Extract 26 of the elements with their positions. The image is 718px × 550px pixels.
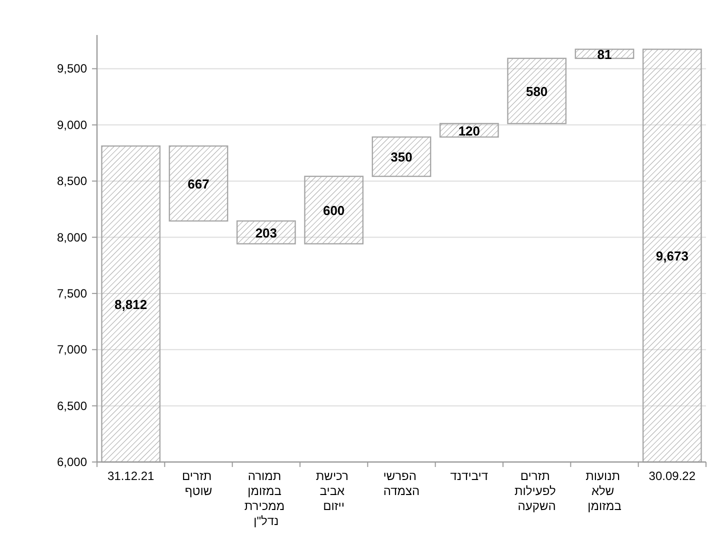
data-label: 580 [526, 84, 548, 99]
y-tick-label: 7,000 [56, 342, 88, 357]
y-tick-label: 8,000 [56, 230, 88, 244]
x-tick-label: תמורה במזומן ממכירת נדל"ן [244, 469, 288, 528]
data-label: 350 [390, 150, 412, 165]
x-tick-label: 31.12.21 [107, 469, 155, 483]
data-label: 9,673 [656, 248, 688, 264]
y-tick-label: 6,000 [56, 455, 88, 469]
y-tick-label: 9,000 [56, 118, 88, 132]
x-tick-label: הפרשי הצמדה [383, 469, 420, 498]
data-label: 8,812 [114, 297, 148, 312]
y-tick-label: 9,500 [56, 62, 88, 76]
data-label: 120 [458, 123, 480, 138]
x-tick-label: דיבידנד [450, 469, 488, 483]
x-tick-label: 30.09.22 [648, 469, 696, 483]
x-tick-label: תזרים לפעילות השקעה [514, 469, 560, 513]
data-label: 203 [255, 225, 278, 240]
x-tick-label: רכישת אביב ייזום [316, 469, 352, 513]
y-tick-label: 8,500 [56, 174, 88, 188]
y-tick-label: 6,500 [56, 398, 88, 413]
data-label: 667 [188, 176, 210, 192]
data-label: 81 [597, 46, 612, 62]
y-tick-label: 7,500 [56, 286, 88, 300]
data-label: 600 [322, 203, 345, 218]
x-tick-label: תנועות שלא במזומן [586, 469, 624, 513]
x-tick-label: תזרים שוטף [182, 469, 215, 498]
